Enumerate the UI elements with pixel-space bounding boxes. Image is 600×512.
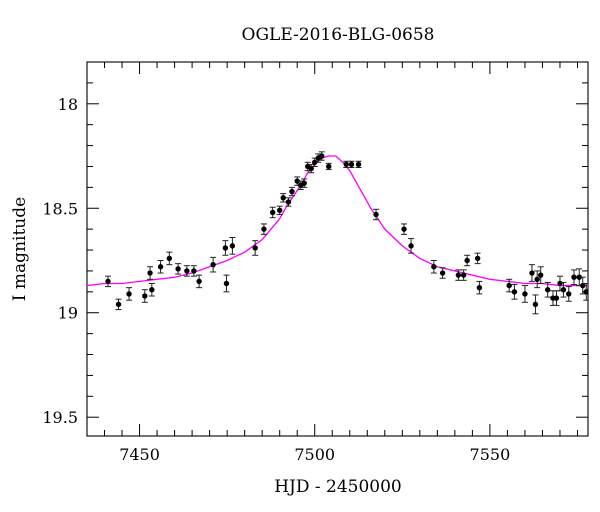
- data-point: [373, 211, 379, 218]
- data-point: [401, 226, 407, 232]
- data-point: [142, 293, 148, 299]
- x-tick-label: 7550: [470, 445, 511, 464]
- data-point: [566, 291, 572, 297]
- data-point: [222, 245, 229, 251]
- data-point: [538, 272, 544, 278]
- x-tick-label: 7450: [119, 445, 160, 464]
- data-point: [301, 180, 307, 186]
- data-point: [184, 268, 190, 274]
- data-point: [553, 295, 560, 301]
- data-point: [166, 255, 173, 262]
- data-point: [532, 301, 539, 308]
- data-point: [576, 274, 582, 280]
- data-point: [147, 270, 153, 276]
- data-point: [529, 270, 535, 276]
- data-point: [289, 188, 295, 195]
- data-group: [87, 151, 588, 315]
- data-point: [455, 272, 462, 278]
- data-point: [343, 161, 349, 168]
- y-tick-label: 19.5: [42, 408, 78, 427]
- plot-frame: [86, 61, 589, 437]
- data-point: [229, 243, 236, 249]
- data-point: [580, 282, 586, 289]
- data-point: [105, 278, 111, 285]
- data-point: [149, 287, 155, 293]
- x-axis-title: HJD - 2450000: [274, 477, 402, 497]
- data-point: [460, 272, 467, 278]
- data-point: [276, 207, 283, 214]
- data-point: [534, 276, 540, 282]
- data-point: [115, 301, 122, 308]
- y-axis-title: I magnitude: [10, 197, 30, 301]
- data-point: [522, 291, 528, 297]
- data-point: [223, 280, 230, 287]
- data-point: [464, 257, 470, 264]
- data-point: [431, 264, 437, 270]
- data-point: [280, 195, 286, 201]
- plot-area: 7450 7500 7550 18 18.5 19 19.5: [42, 61, 589, 464]
- data-point: [408, 243, 414, 249]
- y-tick-label: 18.5: [42, 199, 78, 218]
- y-tick-label: 18: [58, 95, 78, 114]
- data-point: [294, 178, 300, 184]
- data-point: [319, 153, 325, 159]
- data-point: [511, 289, 518, 295]
- data-point: [557, 280, 563, 287]
- data-point: [326, 163, 332, 170]
- data-point: [474, 255, 481, 262]
- data-point: [545, 287, 551, 293]
- data-point: [355, 161, 362, 168]
- data-point: [506, 282, 512, 289]
- data-point: [285, 199, 292, 205]
- data-point: [269, 209, 276, 216]
- x-tick-label: 7500: [294, 445, 335, 464]
- data-point: [175, 266, 181, 272]
- data-point: [312, 159, 318, 165]
- chart-title: OGLE-2016-BLG-0658: [242, 25, 435, 45]
- data-point: [196, 278, 202, 285]
- data-point: [439, 270, 446, 276]
- model-curve: [87, 155, 588, 287]
- y-tick-label: 19: [58, 304, 78, 323]
- data-point: [252, 245, 258, 251]
- data-point: [126, 291, 132, 297]
- data-point: [261, 226, 267, 232]
- data-point: [476, 284, 483, 291]
- data-point: [583, 289, 588, 295]
- data-point: [571, 274, 577, 280]
- data-point: [560, 287, 567, 293]
- data-point: [191, 268, 197, 274]
- data-point: [157, 264, 164, 270]
- data-point: [308, 165, 314, 172]
- data-point: [348, 161, 355, 168]
- data-point: [210, 261, 216, 268]
